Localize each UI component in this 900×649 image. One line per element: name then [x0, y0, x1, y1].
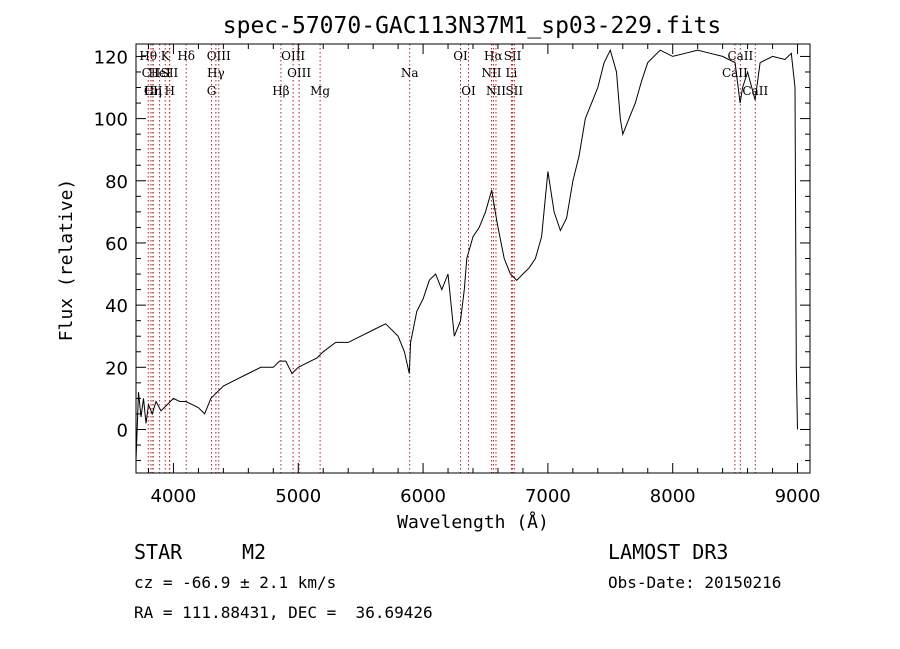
line-label-16: Na: [401, 66, 419, 80]
x-tick-label-1: 5000: [275, 486, 321, 507]
line-label-4: Hη: [144, 84, 162, 98]
line-label-12: OIII: [281, 49, 305, 63]
line-label-26: CaII: [722, 66, 748, 80]
x-tick-label-2: 6000: [400, 486, 446, 507]
line-label-18: OI: [461, 84, 476, 98]
survey-label: LAMOST DR3: [608, 540, 729, 564]
line-label-5: K: [161, 49, 171, 63]
class-label: STAR: [134, 540, 183, 564]
line-label-8: Hδ: [177, 49, 195, 63]
line-label-21: NII: [486, 84, 506, 98]
x-tick-label-5: 9000: [775, 486, 821, 507]
line-label-14: Hβ: [272, 84, 289, 98]
chart-title: spec-57070-GAC113N37M1_sp03-229.fits: [223, 13, 722, 39]
line-label-19: Hα: [484, 49, 503, 63]
y-tick-label-6: 120: [94, 47, 128, 68]
subclass-label: M2: [242, 540, 267, 564]
series-line-0: [135, 48, 798, 461]
x-tick-label-4: 8000: [650, 486, 696, 507]
coords-text: RA = 111.88431, DEC = 36.69426: [134, 603, 433, 622]
y-tick-label-4: 80: [105, 172, 128, 193]
axis-ticks: 4000 5000 6000 7000 8000 9000 0 20 40 60 80 100 120: [94, 44, 821, 507]
y-tick-label-2: 40: [105, 296, 128, 317]
line-label-15: Mg: [310, 84, 330, 98]
line-label-2: CII: [144, 84, 163, 98]
y-axis-label: Flux (relative): [56, 179, 77, 342]
line-label-9: OIII: [207, 49, 231, 63]
line-label-10: Hγ: [207, 66, 225, 80]
line-label-1: CII: [142, 66, 161, 80]
line-label-7: H: [164, 84, 174, 98]
line-label-20: NII: [481, 66, 501, 80]
line-label-27: CaII: [742, 84, 768, 98]
line-label-24: SII: [505, 84, 523, 98]
y-tick-label-3: 60: [105, 234, 128, 255]
line-label-22: SII: [504, 49, 522, 63]
plot-frame: [135, 43, 811, 474]
spectrum-series: [135, 48, 798, 461]
line-label-13: OIII: [287, 66, 311, 80]
x-axis-label: Wavelength (Å): [397, 511, 549, 533]
y-tick-label-0: 0: [117, 420, 128, 441]
line-label-17: OI: [453, 49, 468, 63]
cz-text: cz = -66.9 ± 2.1 km/s: [134, 573, 337, 592]
x-tick-label-3: 7000: [525, 486, 571, 507]
line-label-25: CaII: [727, 49, 753, 63]
y-tick-label-1: 20: [105, 358, 128, 379]
line-label-11: G: [207, 84, 217, 98]
line-label-23: Li: [506, 66, 518, 80]
x-tick-label-0: 4000: [151, 486, 197, 507]
y-tick-label-5: 100: [94, 110, 128, 131]
obs-date-text: Obs-Date: 20150216: [608, 573, 782, 592]
